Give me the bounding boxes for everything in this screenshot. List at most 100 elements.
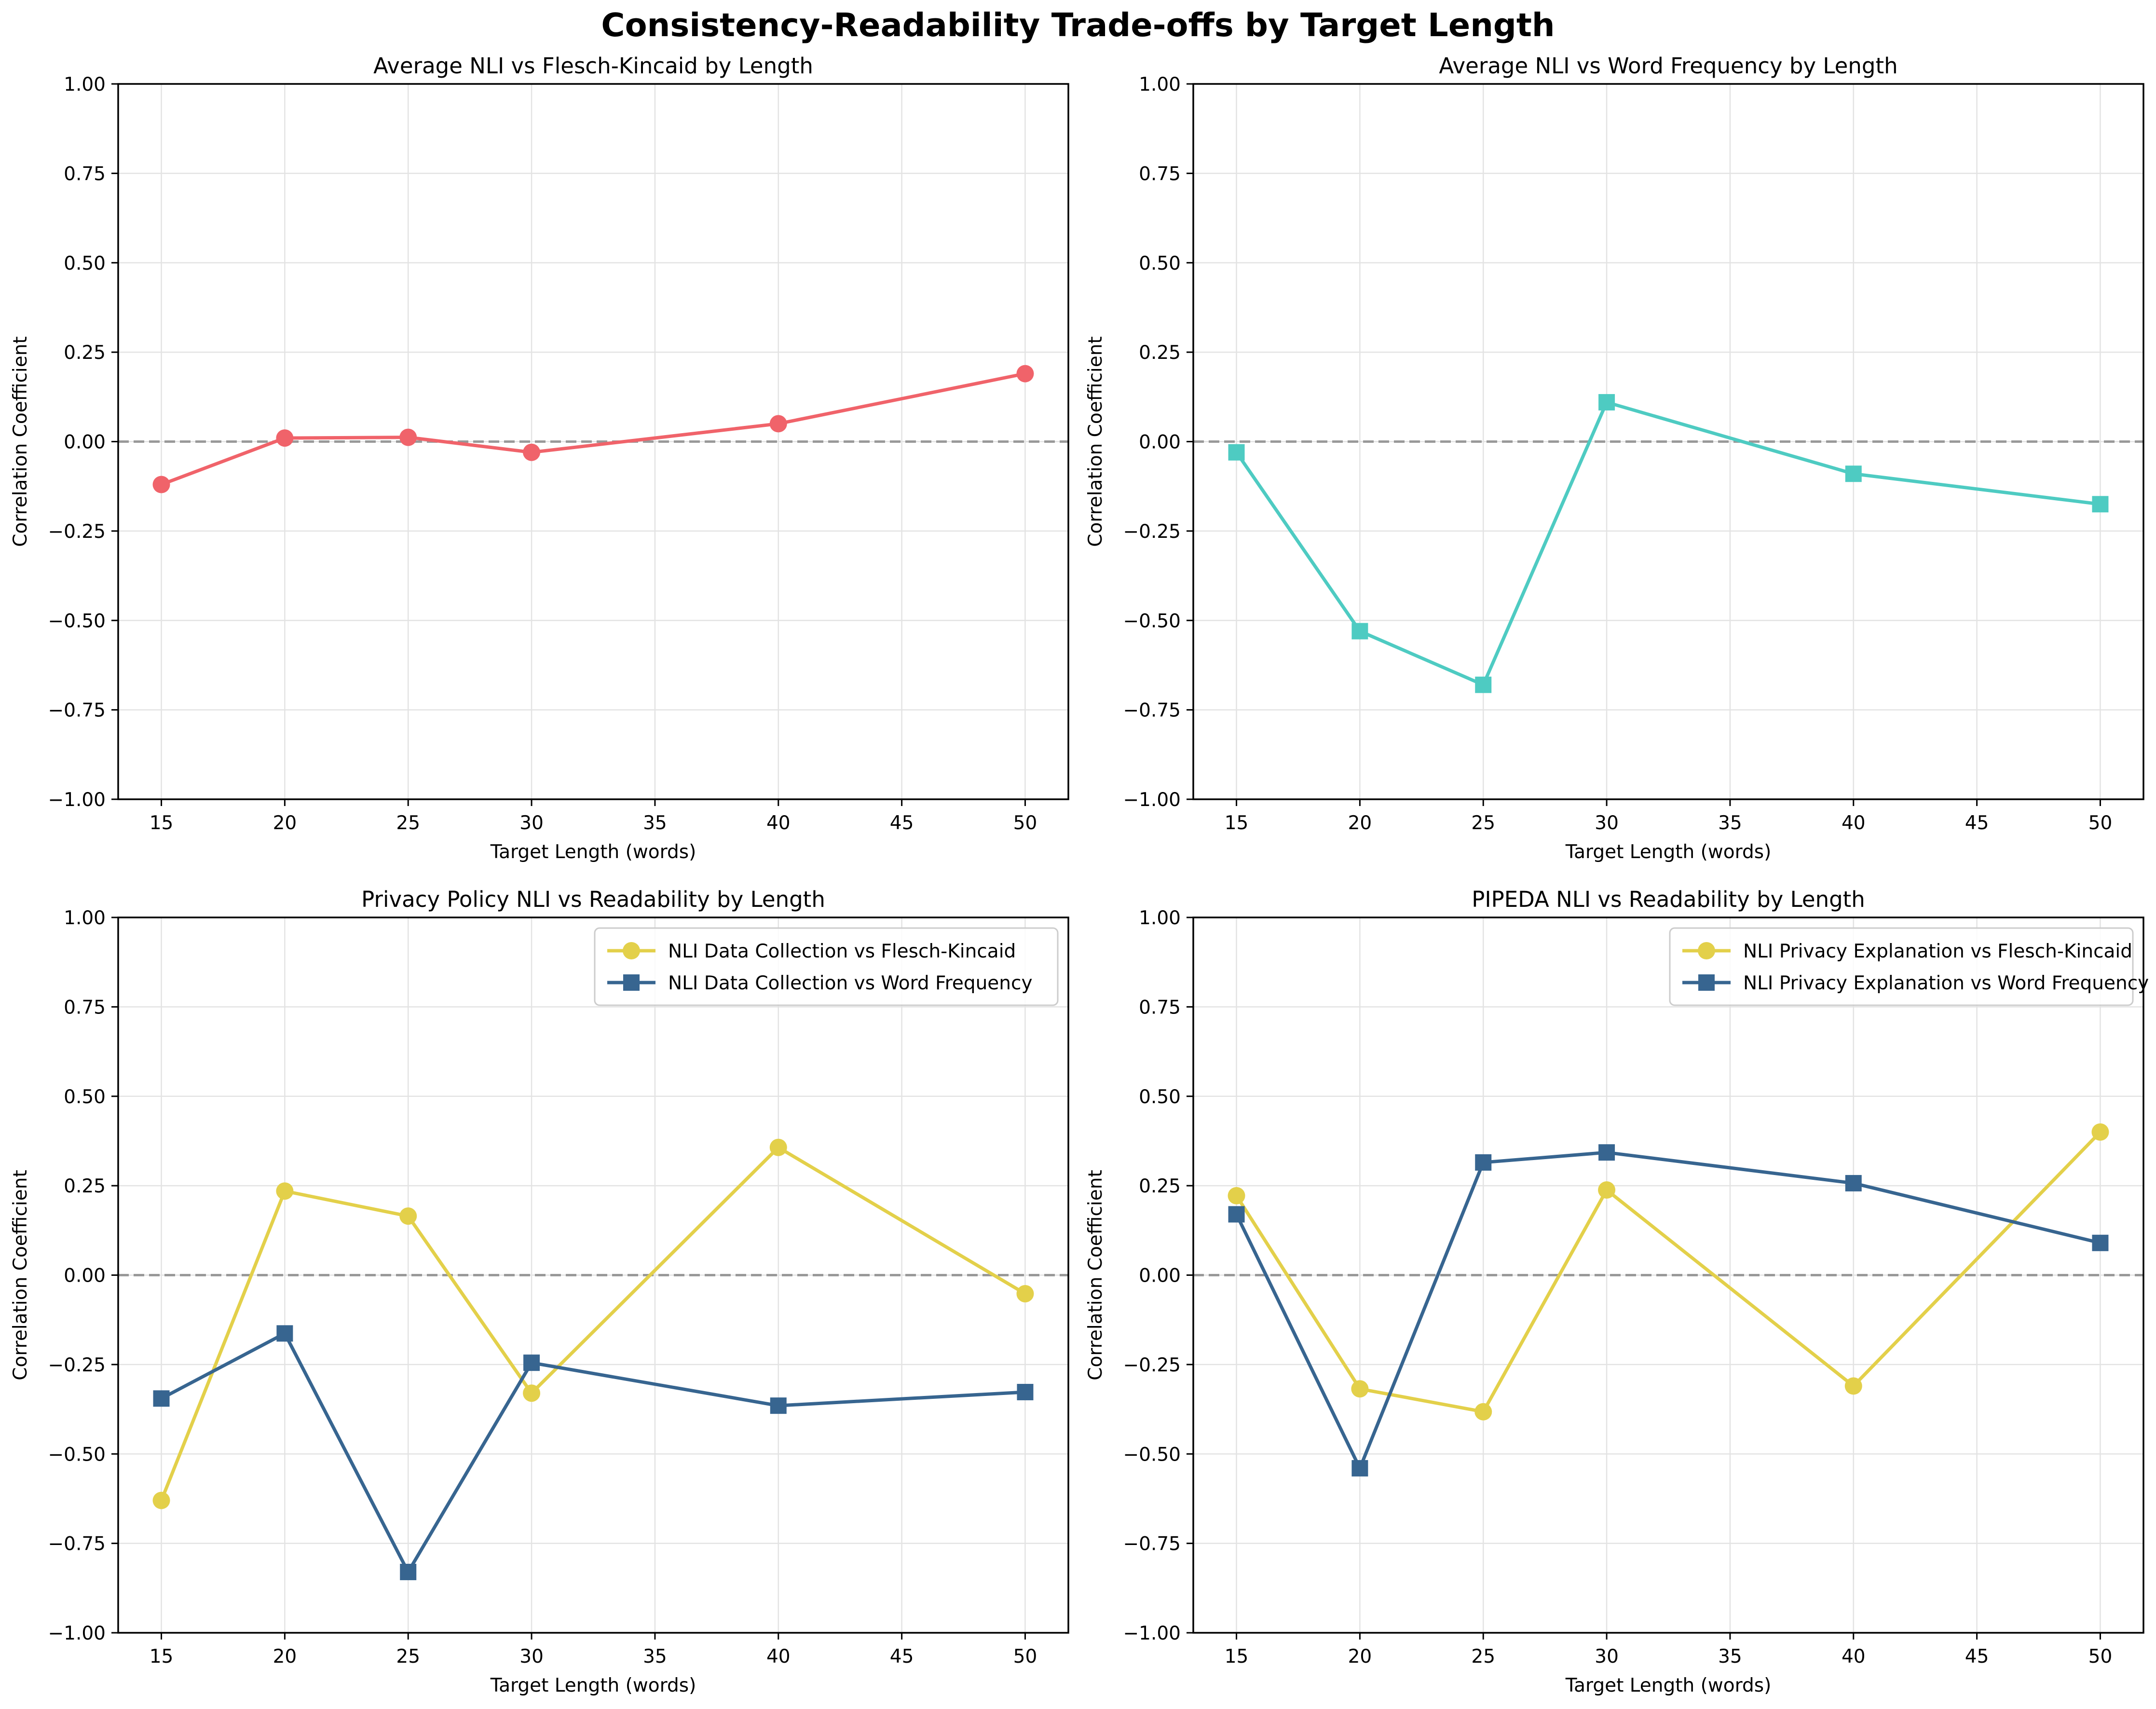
y-tick-label: −0.50 bbox=[48, 1444, 106, 1465]
x-axis-label: Target Length (words) bbox=[1565, 841, 1772, 863]
legend-marker-square bbox=[1698, 974, 1715, 991]
data-point-square bbox=[1598, 394, 1615, 410]
data-point-square bbox=[1475, 1154, 1492, 1171]
y-tick-label: 0.00 bbox=[1139, 1265, 1181, 1287]
x-tick-label: 45 bbox=[1965, 1646, 1989, 1668]
y-tick-label: −0.75 bbox=[1123, 1533, 1181, 1555]
data-point-circle bbox=[399, 428, 417, 446]
chart-title: Privacy Policy NLI vs Readability by Len… bbox=[361, 887, 825, 912]
data-point-square bbox=[2092, 496, 2109, 513]
x-tick-label: 35 bbox=[1718, 812, 1742, 834]
y-tick-label: −0.25 bbox=[1123, 521, 1181, 543]
legend-box bbox=[1669, 927, 2134, 1006]
y-tick-label: −1.00 bbox=[1123, 1623, 1181, 1644]
y-tick-label: 1.00 bbox=[64, 74, 106, 96]
data-point-circle bbox=[152, 476, 170, 493]
y-tick-label: 1.00 bbox=[64, 907, 106, 929]
data-point-square bbox=[276, 1325, 293, 1342]
series-line-1 bbox=[1235, 1130, 2102, 1414]
legend-label: NLI Privacy Explanation vs Word Frequenc… bbox=[1743, 972, 2149, 994]
chart-panel-2: 15 20 25 30 35 40 45 50 −1.00 −0.75 −0.50 −0.25 0.00… bbox=[1085, 53, 2144, 863]
chart-panel-1: 15 20 25 30 35 40 45 50 −1.00 −0.75 −0.50 −0.25 0.00… bbox=[10, 53, 1069, 863]
x-tick-label: 25 bbox=[396, 812, 420, 834]
y-tick-label: 0.00 bbox=[64, 1265, 106, 1287]
data-point-circle bbox=[1351, 1380, 1369, 1398]
y-tick-label: −1.00 bbox=[48, 1623, 106, 1644]
data-point-square bbox=[1228, 444, 1245, 461]
x-tick-label: 40 bbox=[766, 1646, 791, 1668]
y-tick-label: −0.25 bbox=[48, 521, 106, 543]
data-point-circle bbox=[1844, 1377, 1862, 1395]
x-tick-label: 15 bbox=[1225, 1646, 1249, 1668]
y-axis-label: Correlation Coefficient bbox=[1085, 1170, 1106, 1381]
x-tick-label: 25 bbox=[396, 1646, 420, 1668]
data-point-circle bbox=[276, 429, 294, 447]
x-tick-label: 25 bbox=[1471, 1646, 1495, 1668]
y-tick-label: −0.75 bbox=[1123, 700, 1181, 722]
y-tick-label: −0.50 bbox=[1123, 610, 1181, 632]
legend: NLI Privacy Explanation vs Flesch-Kincai… bbox=[1669, 927, 2149, 1006]
data-point-square bbox=[1845, 1175, 1862, 1191]
x-axis-label: Target Length (words) bbox=[490, 1675, 696, 1696]
x-tick-label: 15 bbox=[150, 812, 174, 834]
data-point-circle bbox=[276, 1182, 294, 1200]
data-point-square bbox=[153, 1390, 170, 1407]
y-tick-label: −0.25 bbox=[48, 1354, 106, 1376]
chart-panel-4: 15 20 25 30 35 40 45 50 −1.00 −0.75 −0.50 −0.25 0.00… bbox=[1085, 887, 2149, 1696]
x-tick-label: 50 bbox=[2088, 1646, 2113, 1668]
data-point-square bbox=[770, 1397, 787, 1414]
series-line-1 bbox=[1235, 400, 2102, 687]
x-tick-label: 30 bbox=[519, 1646, 544, 1668]
y-tick-label: 0.75 bbox=[64, 163, 106, 185]
x-tick-label: 50 bbox=[1013, 812, 1037, 834]
y-axis-label: Correlation Coefficient bbox=[10, 1170, 31, 1381]
x-tick-label: 40 bbox=[766, 812, 791, 834]
legend-marker-circle bbox=[623, 942, 640, 959]
x-tick-label: 35 bbox=[1718, 1646, 1742, 1668]
data-point-square bbox=[1845, 465, 1862, 482]
y-tick-label: 1.00 bbox=[1139, 74, 1181, 96]
x-tick-label: 30 bbox=[1595, 1646, 1619, 1668]
y-tick-label: 0.00 bbox=[1139, 432, 1181, 453]
y-tick-label: 0.50 bbox=[1139, 253, 1181, 274]
y-tick-label: 0.75 bbox=[1139, 163, 1181, 185]
y-tick-label: 0.25 bbox=[1139, 342, 1181, 364]
y-tick-label: 0.25 bbox=[64, 1176, 106, 1197]
x-tick-label: 45 bbox=[1965, 812, 1989, 834]
data-point-square bbox=[400, 1563, 417, 1580]
y-tick-label: 0.00 bbox=[64, 432, 106, 453]
data-point-circle bbox=[152, 1491, 170, 1509]
x-tick-label: 20 bbox=[1348, 1646, 1372, 1668]
series-line-1 bbox=[160, 1146, 1027, 1503]
y-tick-label: −0.75 bbox=[48, 1533, 106, 1555]
x-tick-label: 30 bbox=[519, 812, 544, 834]
data-point-circle bbox=[2091, 1123, 2109, 1141]
chart-title: Average NLI vs Flesch-Kincaid by Length bbox=[373, 53, 813, 79]
y-tick-label: 0.75 bbox=[64, 997, 106, 1018]
figure-suptitle: Consistency-Readability Trade-offs by Ta… bbox=[601, 6, 1555, 44]
y-tick-label: −0.75 bbox=[48, 700, 106, 722]
series-line-2 bbox=[1235, 1150, 2102, 1470]
legend-box bbox=[594, 927, 1059, 1006]
x-tick-label: 25 bbox=[1471, 812, 1495, 834]
data-point-circle bbox=[1598, 1181, 1616, 1199]
chart-title: Average NLI vs Word Frequency by Length bbox=[1439, 53, 1897, 79]
data-point-square bbox=[1228, 1206, 1245, 1223]
x-axis-label: Target Length (words) bbox=[1565, 1675, 1772, 1696]
x-tick-label: 45 bbox=[890, 812, 914, 834]
data-point-circle bbox=[1228, 1187, 1245, 1204]
data-point-square bbox=[1475, 676, 1492, 693]
data-point-circle bbox=[1474, 1403, 1492, 1421]
x-tick-label: 20 bbox=[1348, 812, 1372, 834]
legend: NLI Data Collection vs Flesch-Kincaid NLI… bbox=[594, 927, 1059, 1006]
series-line-1 bbox=[160, 372, 1027, 486]
data-point-circle bbox=[1016, 1285, 1034, 1303]
x-tick-label: 35 bbox=[643, 1646, 667, 1668]
x-tick-label: 20 bbox=[273, 812, 297, 834]
legend-label: NLI Data Collection vs Flesch-Kincaid bbox=[668, 941, 1016, 962]
y-tick-label: 0.50 bbox=[1139, 1086, 1181, 1108]
data-point-square bbox=[1351, 623, 1368, 640]
y-tick-label: 0.50 bbox=[64, 253, 106, 274]
x-tick-label: 40 bbox=[1842, 812, 1866, 834]
